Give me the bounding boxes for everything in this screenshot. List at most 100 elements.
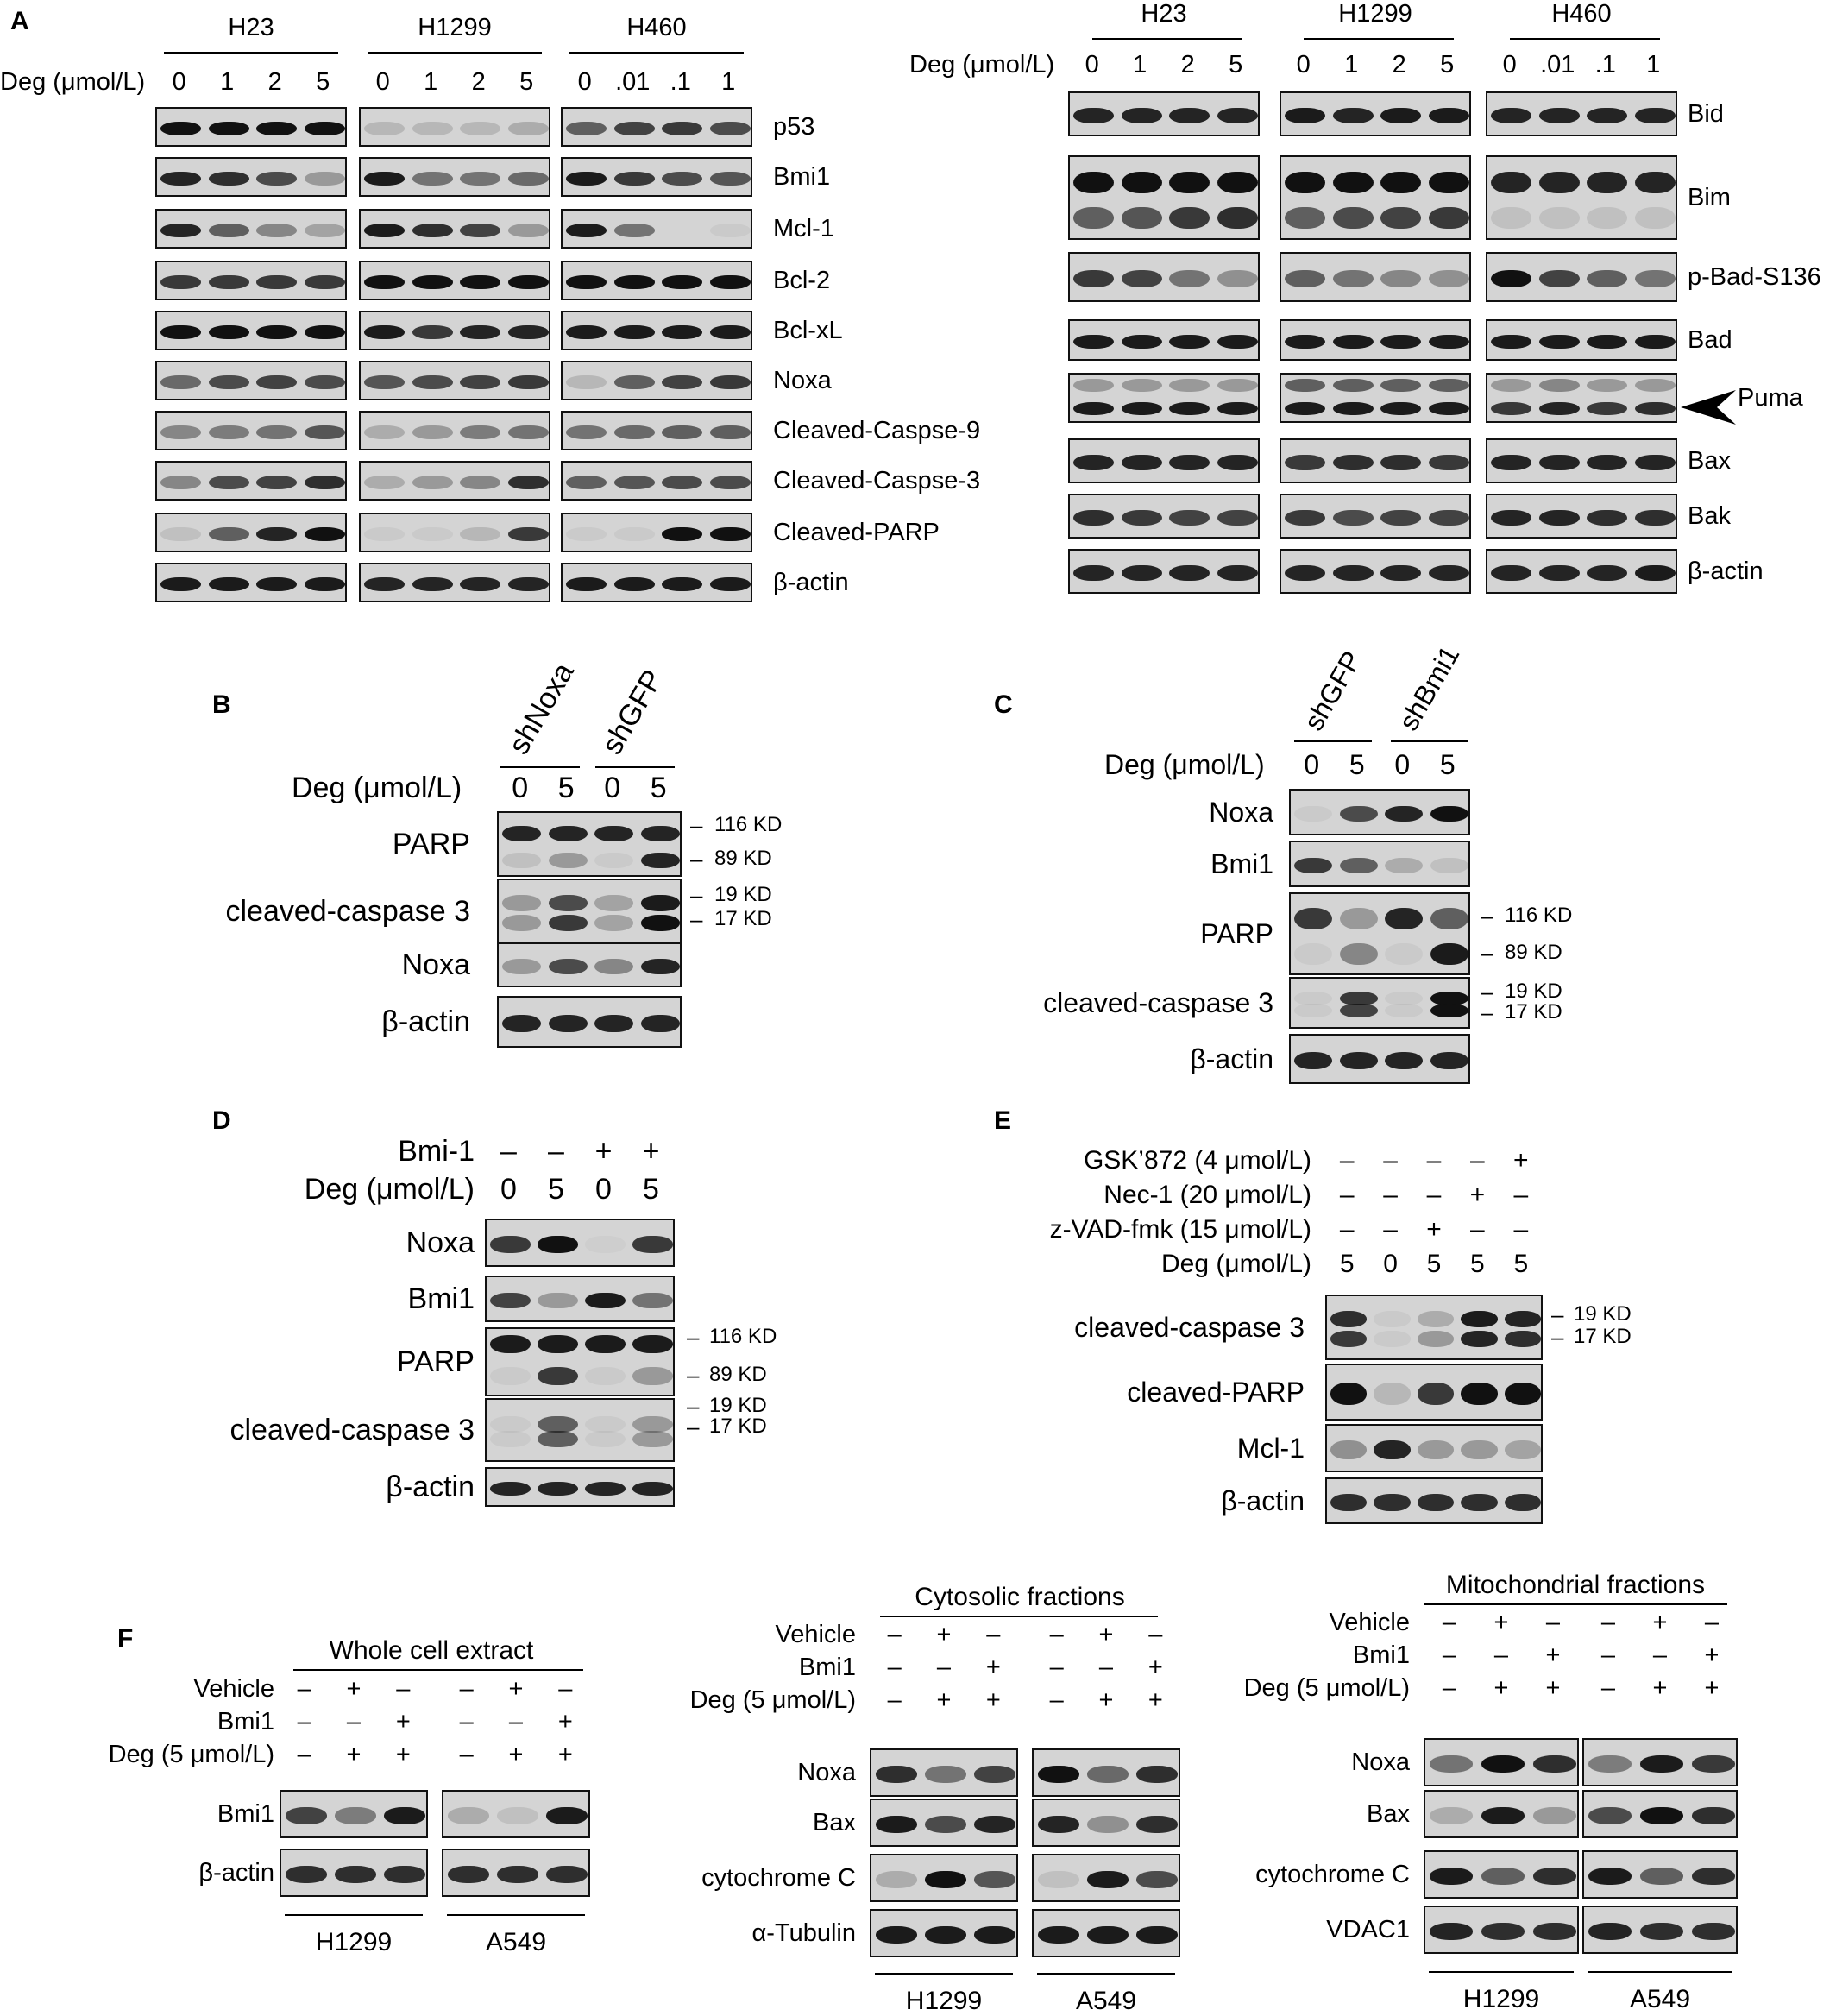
blot-band: [1430, 857, 1468, 874]
blot-strip: [359, 311, 550, 350]
blot-band: [1217, 334, 1258, 350]
blot-band: [1169, 510, 1210, 526]
blot-band: [1294, 805, 1333, 822]
blot-band: [1587, 171, 1628, 194]
blot-band: [548, 915, 588, 931]
blot-strip: [155, 209, 347, 249]
blot-band: [490, 1236, 531, 1253]
blot-strip: [561, 157, 752, 197]
condition-value: –: [508, 1708, 524, 1736]
protein-label: Cleaved-Caspse-9: [773, 417, 981, 445]
group-underline: [1092, 38, 1242, 40]
blot-band: [548, 852, 588, 868]
blot-band: [256, 275, 298, 289]
blot-band: [585, 1292, 626, 1309]
protein-label: Cleaved-Caspse-3: [773, 467, 981, 495]
marker-tick: –: [687, 1323, 700, 1350]
blot-band: [1691, 1923, 1736, 1940]
condition-value: –: [396, 1675, 411, 1704]
blot-band: [304, 375, 345, 389]
blot-band: [1481, 1923, 1525, 1940]
blot-band: [1169, 206, 1210, 230]
blot-band: [364, 527, 406, 541]
blot-band: [507, 527, 549, 541]
blot-band: [1428, 108, 1469, 123]
blot-strip: [1582, 1790, 1738, 1838]
blot-band: [1294, 857, 1333, 874]
fraction-title: Cytosolic fractions: [915, 1582, 1125, 1611]
blot-band: [662, 275, 703, 289]
blot-band: [662, 425, 703, 439]
blot-band: [304, 224, 345, 237]
blot-band: [1587, 206, 1628, 230]
group-underline: [293, 1669, 583, 1671]
condition-value: 5: [643, 1173, 659, 1206]
marker-tick: –: [687, 1413, 700, 1440]
blot-band: [1037, 1766, 1079, 1783]
blot-band: [1332, 455, 1374, 470]
dose-label: 1: [220, 68, 235, 97]
kd-marker: 19 KD: [714, 882, 772, 906]
dose-label: 0: [577, 68, 592, 97]
blot-band: [1332, 379, 1374, 393]
blot-band: [1136, 1766, 1179, 1783]
group-underline: [1294, 740, 1372, 742]
condition-value: –: [1545, 1609, 1561, 1637]
blot-band: [1169, 270, 1210, 287]
blot-band: [613, 425, 655, 439]
condition-value: 0: [1383, 1249, 1398, 1278]
condition-value: +: [936, 1621, 952, 1649]
blot-strip: [1325, 1424, 1543, 1472]
blot-strip: [155, 157, 347, 197]
condition-value: 0: [500, 1173, 517, 1206]
deg-label: Deg (μmol/L): [292, 772, 462, 805]
condition-value: –: [1426, 1180, 1442, 1209]
blot-strip: [1068, 438, 1260, 483]
blot-band: [1587, 270, 1628, 287]
dose-label: 0: [512, 772, 529, 805]
blot-band: [546, 1807, 588, 1824]
condition-value: +: [1098, 1686, 1114, 1715]
blot-band: [1374, 1331, 1411, 1347]
blot-band: [1587, 401, 1628, 415]
blot-band: [208, 122, 249, 135]
blot-band: [1073, 401, 1115, 415]
blot-band: [364, 325, 406, 339]
blot-band: [460, 476, 501, 489]
blot-band: [1430, 992, 1468, 1005]
dose-label: 1: [1646, 51, 1661, 79]
blot-band: [662, 527, 703, 541]
condition-value: +: [936, 1686, 952, 1715]
blot-strip: [1289, 892, 1470, 975]
blot-band: [1217, 455, 1258, 470]
condition-value: +: [1513, 1145, 1529, 1175]
blot-band: [460, 577, 501, 591]
dose-label: 0: [1296, 51, 1311, 79]
blot-band: [412, 425, 453, 439]
protein-label: Noxa: [401, 948, 470, 982]
blot-band: [924, 1926, 967, 1944]
blot-band: [1491, 206, 1532, 230]
blot-band: [208, 325, 249, 339]
condition-value: +: [1148, 1654, 1163, 1682]
blot-band: [1169, 108, 1210, 123]
blot-band: [594, 959, 634, 974]
blot-band: [1285, 455, 1326, 470]
blot-band: [447, 1807, 489, 1824]
blot-band: [548, 826, 588, 842]
blot-band: [1385, 857, 1424, 874]
blot-band: [709, 122, 751, 135]
condition-value: –: [1652, 1641, 1668, 1670]
condition-label: Vehicle: [1329, 1609, 1410, 1637]
blot-band: [460, 122, 501, 135]
blot-band: [1691, 1755, 1736, 1773]
blot-band: [1634, 510, 1676, 526]
blot-band: [1504, 1311, 1541, 1327]
blot-band: [1538, 108, 1580, 123]
group-label: shGFP: [1297, 646, 1368, 736]
blot-band: [1538, 401, 1580, 415]
blot-strip: [1486, 319, 1677, 361]
blot-strip: [485, 1276, 675, 1322]
blot-band: [160, 224, 202, 237]
blot-band: [1169, 379, 1210, 393]
